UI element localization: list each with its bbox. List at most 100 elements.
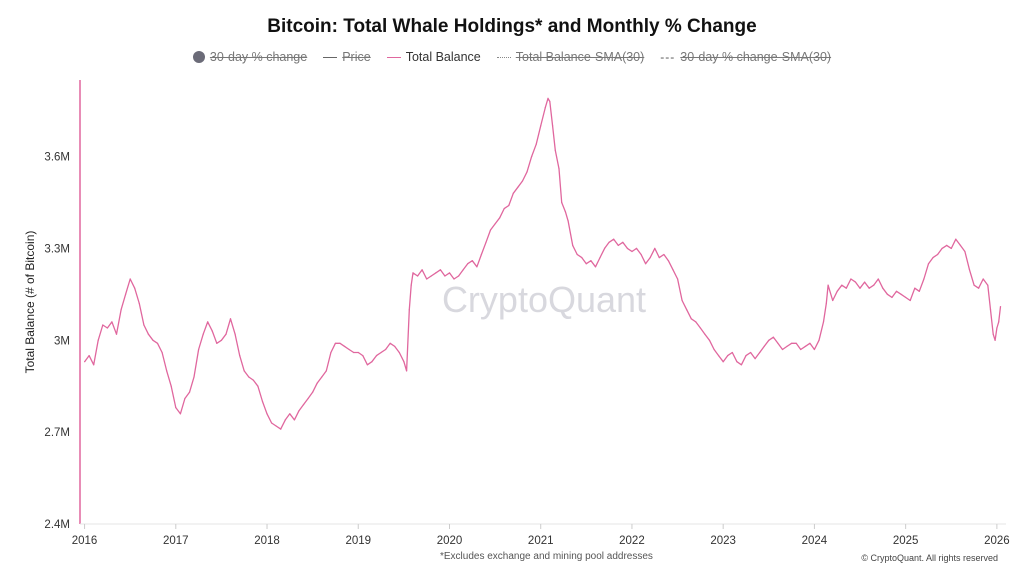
data-point xyxy=(394,345,396,347)
legend-item-30day-change[interactable]: 30-day % change xyxy=(192,50,308,64)
data-point xyxy=(941,247,943,249)
data-point xyxy=(973,284,975,286)
data-point xyxy=(207,321,209,323)
data-point xyxy=(731,351,733,354)
data-point xyxy=(111,321,113,323)
data-point xyxy=(604,247,606,249)
data-point xyxy=(120,309,122,311)
data-point xyxy=(435,272,437,274)
data-point xyxy=(334,342,336,344)
data-point xyxy=(494,223,496,225)
data-point xyxy=(572,244,574,246)
data-point xyxy=(750,351,752,354)
data-point xyxy=(410,284,412,286)
data-point xyxy=(298,410,300,412)
x-tick-label: 2020 xyxy=(437,535,463,547)
x-tick-label: 2026 xyxy=(984,535,1010,547)
data-point xyxy=(366,364,368,366)
data-point xyxy=(348,348,350,351)
data-point xyxy=(836,290,838,292)
data-point xyxy=(585,263,587,265)
y-tick-label: 3.6M xyxy=(44,152,70,164)
data-point xyxy=(521,180,524,182)
data-point xyxy=(777,342,779,344)
data-point xyxy=(248,376,250,378)
data-point xyxy=(125,293,127,295)
data-point xyxy=(622,241,624,243)
data-point xyxy=(635,247,638,249)
legend-item-price[interactable]: Price xyxy=(323,50,371,64)
y-tick-label: 2.7M xyxy=(44,427,70,439)
data-point xyxy=(955,238,957,240)
data-point xyxy=(918,290,920,292)
legend-item-total-balance[interactable]: Total Balance xyxy=(386,50,481,64)
data-point xyxy=(882,287,884,289)
data-point xyxy=(818,339,820,341)
data-point xyxy=(512,192,514,194)
data-point xyxy=(216,342,218,344)
data-point xyxy=(937,253,939,256)
chart-legend: 30-day % change Price Total Balance Tota… xyxy=(0,50,1024,64)
data-point xyxy=(211,330,213,332)
data-point xyxy=(567,220,569,222)
data-point xyxy=(198,348,200,351)
data-point xyxy=(987,284,989,286)
data-point xyxy=(161,351,163,354)
data-point xyxy=(905,296,907,298)
data-point xyxy=(992,333,994,335)
data-point xyxy=(517,186,519,188)
legend-label: 30-day % change-SMA(30) xyxy=(680,50,832,64)
data-point xyxy=(229,318,232,320)
data-point xyxy=(658,257,660,259)
data-point xyxy=(499,217,501,219)
data-point xyxy=(453,278,455,280)
data-point xyxy=(485,241,487,243)
data-point xyxy=(722,361,724,363)
data-point xyxy=(704,333,706,335)
data-point xyxy=(667,260,670,262)
data-point xyxy=(626,247,629,249)
data-point xyxy=(138,302,140,305)
copyright: © CryptoQuant. All rights reserved xyxy=(861,553,998,563)
data-point xyxy=(914,287,916,289)
data-point xyxy=(547,97,549,99)
data-point xyxy=(462,269,464,271)
data-point xyxy=(147,333,149,335)
data-point xyxy=(999,306,1002,308)
data-point xyxy=(549,100,551,102)
data-point xyxy=(152,339,154,341)
data-point xyxy=(768,339,770,341)
legend-dashed-line-icon: --- xyxy=(660,50,676,64)
data-point xyxy=(599,257,601,259)
data-point xyxy=(544,107,546,109)
legend-line-icon xyxy=(323,56,338,58)
data-point xyxy=(531,156,533,158)
x-tick-label: 2018 xyxy=(254,535,280,547)
data-point xyxy=(845,287,847,289)
data-point xyxy=(489,229,492,231)
data-point xyxy=(344,345,346,347)
data-point xyxy=(895,290,898,292)
legend-item-30day-change-sma[interactable]: --- 30-day % change-SMA(30) xyxy=(660,50,831,64)
data-point xyxy=(868,287,870,289)
data-point xyxy=(617,244,619,246)
data-point xyxy=(727,355,729,357)
data-point xyxy=(467,263,469,265)
data-point xyxy=(316,382,318,384)
series-total-balance-line xyxy=(84,97,1002,430)
x-axis-ticks: 2016 2017 2018 2019 2020 2021 2022 2023 2024 2025… xyxy=(72,524,1010,547)
legend-label: 30-day % change xyxy=(209,50,308,64)
data-point xyxy=(220,339,222,341)
data-point xyxy=(175,407,177,409)
data-point xyxy=(978,287,980,289)
data-point xyxy=(458,275,460,277)
legend-item-total-balance-sma[interactable]: Total Balance-SMA(30) xyxy=(496,50,644,64)
data-point xyxy=(339,342,341,344)
data-point xyxy=(385,348,387,351)
data-point xyxy=(252,379,254,381)
data-point xyxy=(403,361,405,363)
data-point xyxy=(832,299,834,302)
data-point xyxy=(686,309,688,311)
data-point xyxy=(239,355,241,357)
data-point xyxy=(293,419,295,421)
